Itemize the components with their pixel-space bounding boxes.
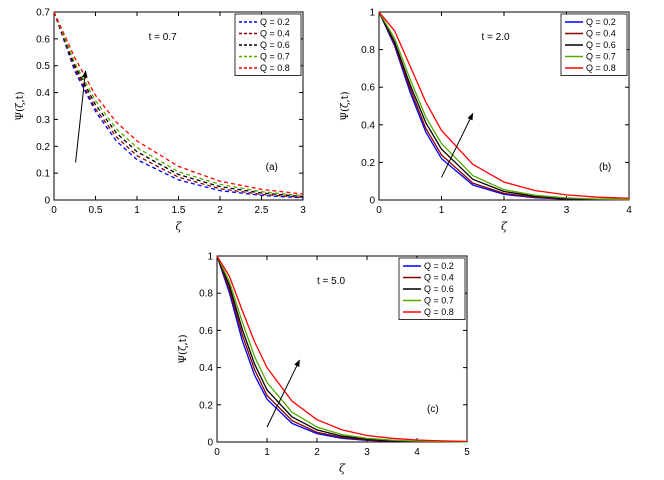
y-tick-label: 0.6 bbox=[36, 34, 50, 45]
x-tick-label: 1 bbox=[264, 447, 270, 458]
y-axis-label: Ψ(ζ,t) bbox=[178, 334, 189, 363]
legend-entry: Q = 0.2 bbox=[586, 17, 616, 27]
y-tick-label: 0.1 bbox=[36, 169, 50, 180]
y-tick-label: 0.4 bbox=[36, 88, 50, 99]
series-line-4 bbox=[378, 11, 630, 201]
y-axis-label: Ψ(ζ,t) bbox=[15, 91, 26, 120]
x-tick-label: 2 bbox=[217, 205, 223, 216]
series-line-1 bbox=[53, 11, 304, 199]
y-axis-label: Ψ(ζ,t) bbox=[340, 91, 351, 120]
x-tick-label: 1.5 bbox=[172, 205, 186, 216]
y-tick-label: 0.2 bbox=[361, 158, 375, 169]
x-tick-label: 3 bbox=[564, 205, 570, 216]
x-tick-label: 1 bbox=[134, 205, 140, 216]
panel-b-chart: 0 1 2 3 4 0 0.2 0.4 0.6 0.8 1 ζ Ψ(ζ,t) Q = 0.2 Q = 0.4… bbox=[340, 8, 632, 234]
legend-entry: Q = 0.4 bbox=[424, 273, 454, 283]
increasing-q-arrow bbox=[266, 359, 300, 428]
legend-entry: Q = 0.7 bbox=[424, 296, 454, 306]
time-annotation: t = 5.0 bbox=[317, 276, 346, 287]
x-axis-label: ζ bbox=[339, 462, 346, 475]
time-annotation: t = 0.7 bbox=[149, 32, 178, 43]
series-line-5 bbox=[378, 11, 630, 199]
y-tick-label: 0 bbox=[369, 196, 375, 207]
y-tick-label: 0.4 bbox=[199, 363, 213, 374]
y-tick-label: 0.4 bbox=[361, 120, 375, 131]
y-tick-label: 0.7 bbox=[36, 8, 50, 19]
x-tick-label: 3 bbox=[300, 205, 306, 216]
time-annotation: t = 2.0 bbox=[482, 32, 511, 43]
series-line-4 bbox=[53, 11, 304, 197]
panel-label: (c) bbox=[427, 404, 439, 415]
x-tick-label: 0.5 bbox=[89, 205, 103, 216]
x-tick-label: 5 bbox=[464, 447, 470, 458]
increasing-q-arrow bbox=[441, 112, 474, 178]
plot-frame bbox=[216, 255, 468, 443]
legend-entry: Q = 0.7 bbox=[260, 52, 290, 62]
x-tick-label: 0 bbox=[376, 205, 382, 216]
y-tick-label: 0 bbox=[207, 438, 213, 449]
panel-c-chart: 0 1 2 3 4 5 0 0.2 0.4 0.6 0.8 1 ζ Ψ(ζ,t) Q = 0.2 Q = 0.… bbox=[178, 252, 470, 476]
y-tick-label: 0.5 bbox=[36, 61, 50, 72]
x-tick-label: 2 bbox=[501, 205, 507, 216]
legend-entry: Q = 0.6 bbox=[260, 40, 290, 50]
series-line-4 bbox=[216, 255, 468, 443]
series-line-5 bbox=[53, 11, 304, 195]
x-axis-label: ζ bbox=[501, 220, 508, 233]
y-tick-label: 1 bbox=[369, 8, 375, 19]
x-tick-label: 0 bbox=[214, 447, 220, 458]
y-tick-label: 0.8 bbox=[199, 289, 213, 300]
x-tick-label: 3 bbox=[364, 447, 370, 458]
x-tick-label: 1 bbox=[439, 205, 445, 216]
y-tick-label: 0.3 bbox=[36, 115, 50, 126]
legend-entry: Q = 0.8 bbox=[586, 63, 616, 73]
y-tick-label: 0.2 bbox=[199, 400, 213, 411]
legend-entry: Q = 0.7 bbox=[586, 52, 616, 62]
y-tick-label: 0.6 bbox=[361, 83, 375, 94]
legend-entry: Q = 0.8 bbox=[260, 63, 290, 73]
legend-entry: Q = 0.2 bbox=[260, 17, 290, 27]
increasing-q-arrow bbox=[75, 70, 88, 163]
legend-entry: Q = 0.6 bbox=[424, 284, 454, 294]
y-tick-label: 0 bbox=[44, 196, 50, 207]
legend-entry: Q = 0.4 bbox=[586, 29, 616, 39]
x-axis-label: ζ bbox=[176, 220, 183, 233]
x-tick-label: 2.5 bbox=[255, 205, 269, 216]
y-tick-label: 0.6 bbox=[199, 326, 213, 337]
x-tick-label: 4 bbox=[626, 205, 632, 216]
series-line-2 bbox=[53, 11, 304, 198]
y-tick-label: 1 bbox=[207, 252, 213, 263]
panel-label: (b) bbox=[599, 162, 611, 173]
legend-entry: Q = 0.8 bbox=[424, 307, 454, 317]
legend-entry: Q = 0.4 bbox=[260, 29, 290, 39]
panel-a-chart: 0 0.5 1 1.5 2 2.5 3 0 0.1 0.2 0.3 0.4 0.5 0.6 0.7 ζ Ψ(ζ,… bbox=[15, 8, 306, 234]
y-tick-label: 0.2 bbox=[36, 142, 50, 153]
x-tick-label: 0 bbox=[51, 205, 57, 216]
legend-entry: Q = 0.2 bbox=[424, 261, 454, 271]
x-tick-label: 2 bbox=[314, 447, 320, 458]
legend-entry: Q = 0.6 bbox=[586, 40, 616, 50]
x-tick-label: 4 bbox=[414, 447, 420, 458]
series-line-5 bbox=[216, 255, 468, 443]
y-tick-label: 0.8 bbox=[361, 45, 375, 56]
series-line-3 bbox=[53, 11, 304, 198]
panel-label: (a) bbox=[266, 162, 278, 173]
